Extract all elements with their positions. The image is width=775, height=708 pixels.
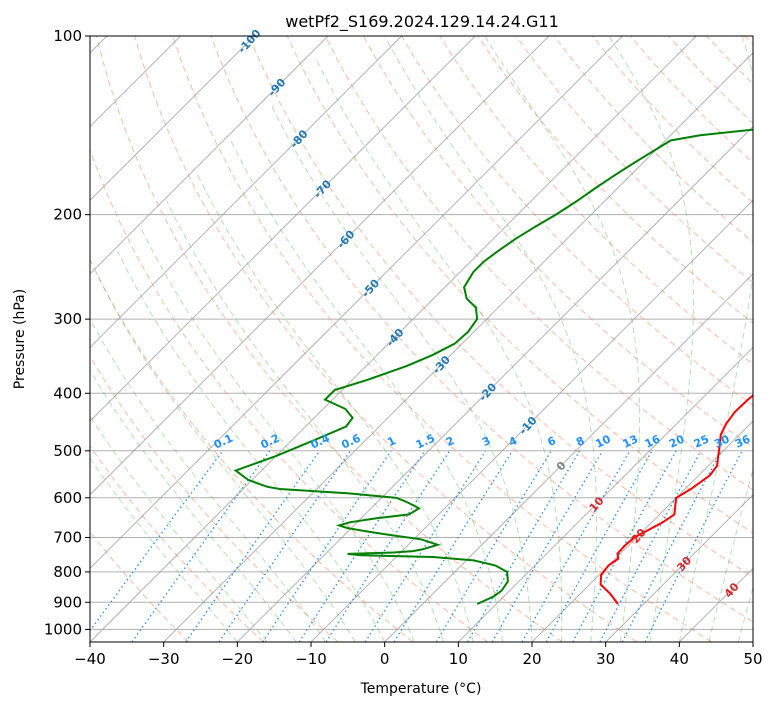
temperature-line <box>599 394 753 605</box>
mixing-ratio-line <box>572 450 677 642</box>
isotherm <box>605 494 753 642</box>
y-tick-label: 400 <box>53 384 82 402</box>
moist-adiabat <box>230 140 503 642</box>
x-tick-label: 20 <box>522 650 541 668</box>
isotherm <box>90 36 255 201</box>
plot-frame <box>89 35 754 643</box>
mixing-ratio-line <box>466 450 581 642</box>
mixing-ratio-line <box>218 450 352 642</box>
plot-area <box>90 36 753 642</box>
isotherm <box>90 36 623 570</box>
x-tick-label: 40 <box>670 650 689 668</box>
mixing-ratio-label: 16 <box>643 432 663 450</box>
dry-adiabat <box>90 445 264 642</box>
mixing-ratio-label: 25 <box>692 432 711 450</box>
isotherm <box>457 346 753 642</box>
mixing-ratio-line <box>393 450 513 642</box>
y-tick-label: 500 <box>53 442 82 460</box>
moist-adiabat <box>608 36 695 642</box>
x-tick-label: −40 <box>74 650 106 668</box>
isotherm <box>90 36 550 496</box>
isotherm <box>90 36 402 349</box>
y-tick-label: 700 <box>53 529 82 547</box>
dry-adiabat <box>248 36 753 578</box>
mixing-ratio-line <box>298 450 426 642</box>
y-axis-label: Pressure (hPa) <box>12 289 28 389</box>
y-tick-label: 900 <box>53 593 82 611</box>
isotherm <box>752 641 753 642</box>
mixing-ratio-label: 10 <box>593 432 613 450</box>
mixing-ratio-line <box>262 450 392 642</box>
isotherm <box>236 125 753 642</box>
dry-adiabat <box>286 36 753 534</box>
isotherm <box>384 273 753 642</box>
dry-adiabat <box>324 36 753 491</box>
moist-adiabat <box>196 172 474 642</box>
isotherm <box>90 36 697 642</box>
mixing-ratio-label: 30 <box>712 432 732 450</box>
y-axis: 100 200 300 400 500 600 700 800 900 1000 <box>44 27 90 638</box>
dry-adiabat <box>210 36 753 623</box>
moist-adiabat <box>140 226 415 642</box>
mixing-ratio-label: 13 <box>621 432 640 450</box>
x-axis: −40 −30 −20 −10 0 10 20 30 40 50 <box>74 642 763 668</box>
x-tick-label: 0 <box>380 650 390 668</box>
x-tick-label: −30 <box>148 650 180 668</box>
y-tick-label: 100 <box>53 27 82 45</box>
y-tick-label: 600 <box>53 489 82 507</box>
moist-adiabat <box>166 201 445 642</box>
mixing-ratio-line <box>599 450 702 642</box>
moist-adiabat <box>90 457 238 642</box>
background-lines <box>90 36 753 642</box>
x-tick-label: 10 <box>449 650 468 668</box>
isotherm <box>90 36 329 275</box>
x-axis-label: Temperature (°C) <box>360 681 482 697</box>
dewpoint-line <box>233 128 753 605</box>
y-tick-label: 200 <box>53 206 82 224</box>
dry-adiabat <box>90 258 414 642</box>
y-tick-label: 300 <box>53 310 82 328</box>
data-lines <box>233 128 753 605</box>
moist-adiabat <box>90 415 268 642</box>
moist-adiabat <box>116 250 386 642</box>
x-tick-label: −20 <box>222 650 254 668</box>
x-tick-label: 30 <box>596 650 615 668</box>
isotherm <box>163 52 753 642</box>
y-tick-label: 1000 <box>44 620 82 638</box>
isotherm <box>531 420 753 642</box>
moist-adiabat <box>95 271 356 642</box>
mixing-ratio-line <box>325 450 451 642</box>
moist-adiabat <box>270 103 533 642</box>
moist-adiabat <box>384 36 597 642</box>
mixing-ratio-label: 36 <box>733 432 753 450</box>
mixing-ratio-line <box>435 450 552 642</box>
mixing-ratio-label: 20 <box>667 432 687 450</box>
isotherm <box>310 199 753 642</box>
y-tick-label: 800 <box>53 563 82 581</box>
dry-adiabat <box>515 36 753 284</box>
mixing-ratio-line <box>364 450 487 642</box>
dry-adiabat <box>172 36 712 642</box>
mixing-ratio-line <box>185 450 321 642</box>
moist-adiabat <box>737 585 753 642</box>
isotherm <box>90 36 476 422</box>
x-tick-label: 50 <box>743 650 762 668</box>
moist-adiabat <box>708 467 753 642</box>
dry-adiabat <box>477 36 753 324</box>
dry-adiabat <box>134 36 638 642</box>
moist-adiabat <box>678 36 753 642</box>
moist-adiabat <box>90 317 327 642</box>
dry-adiabat <box>96 36 563 642</box>
chart-title: wetPf2_S169.2024.129.14.24.G11 <box>285 12 559 32</box>
moist-adiabat <box>484 36 641 642</box>
x-tick-label: −10 <box>295 650 327 668</box>
